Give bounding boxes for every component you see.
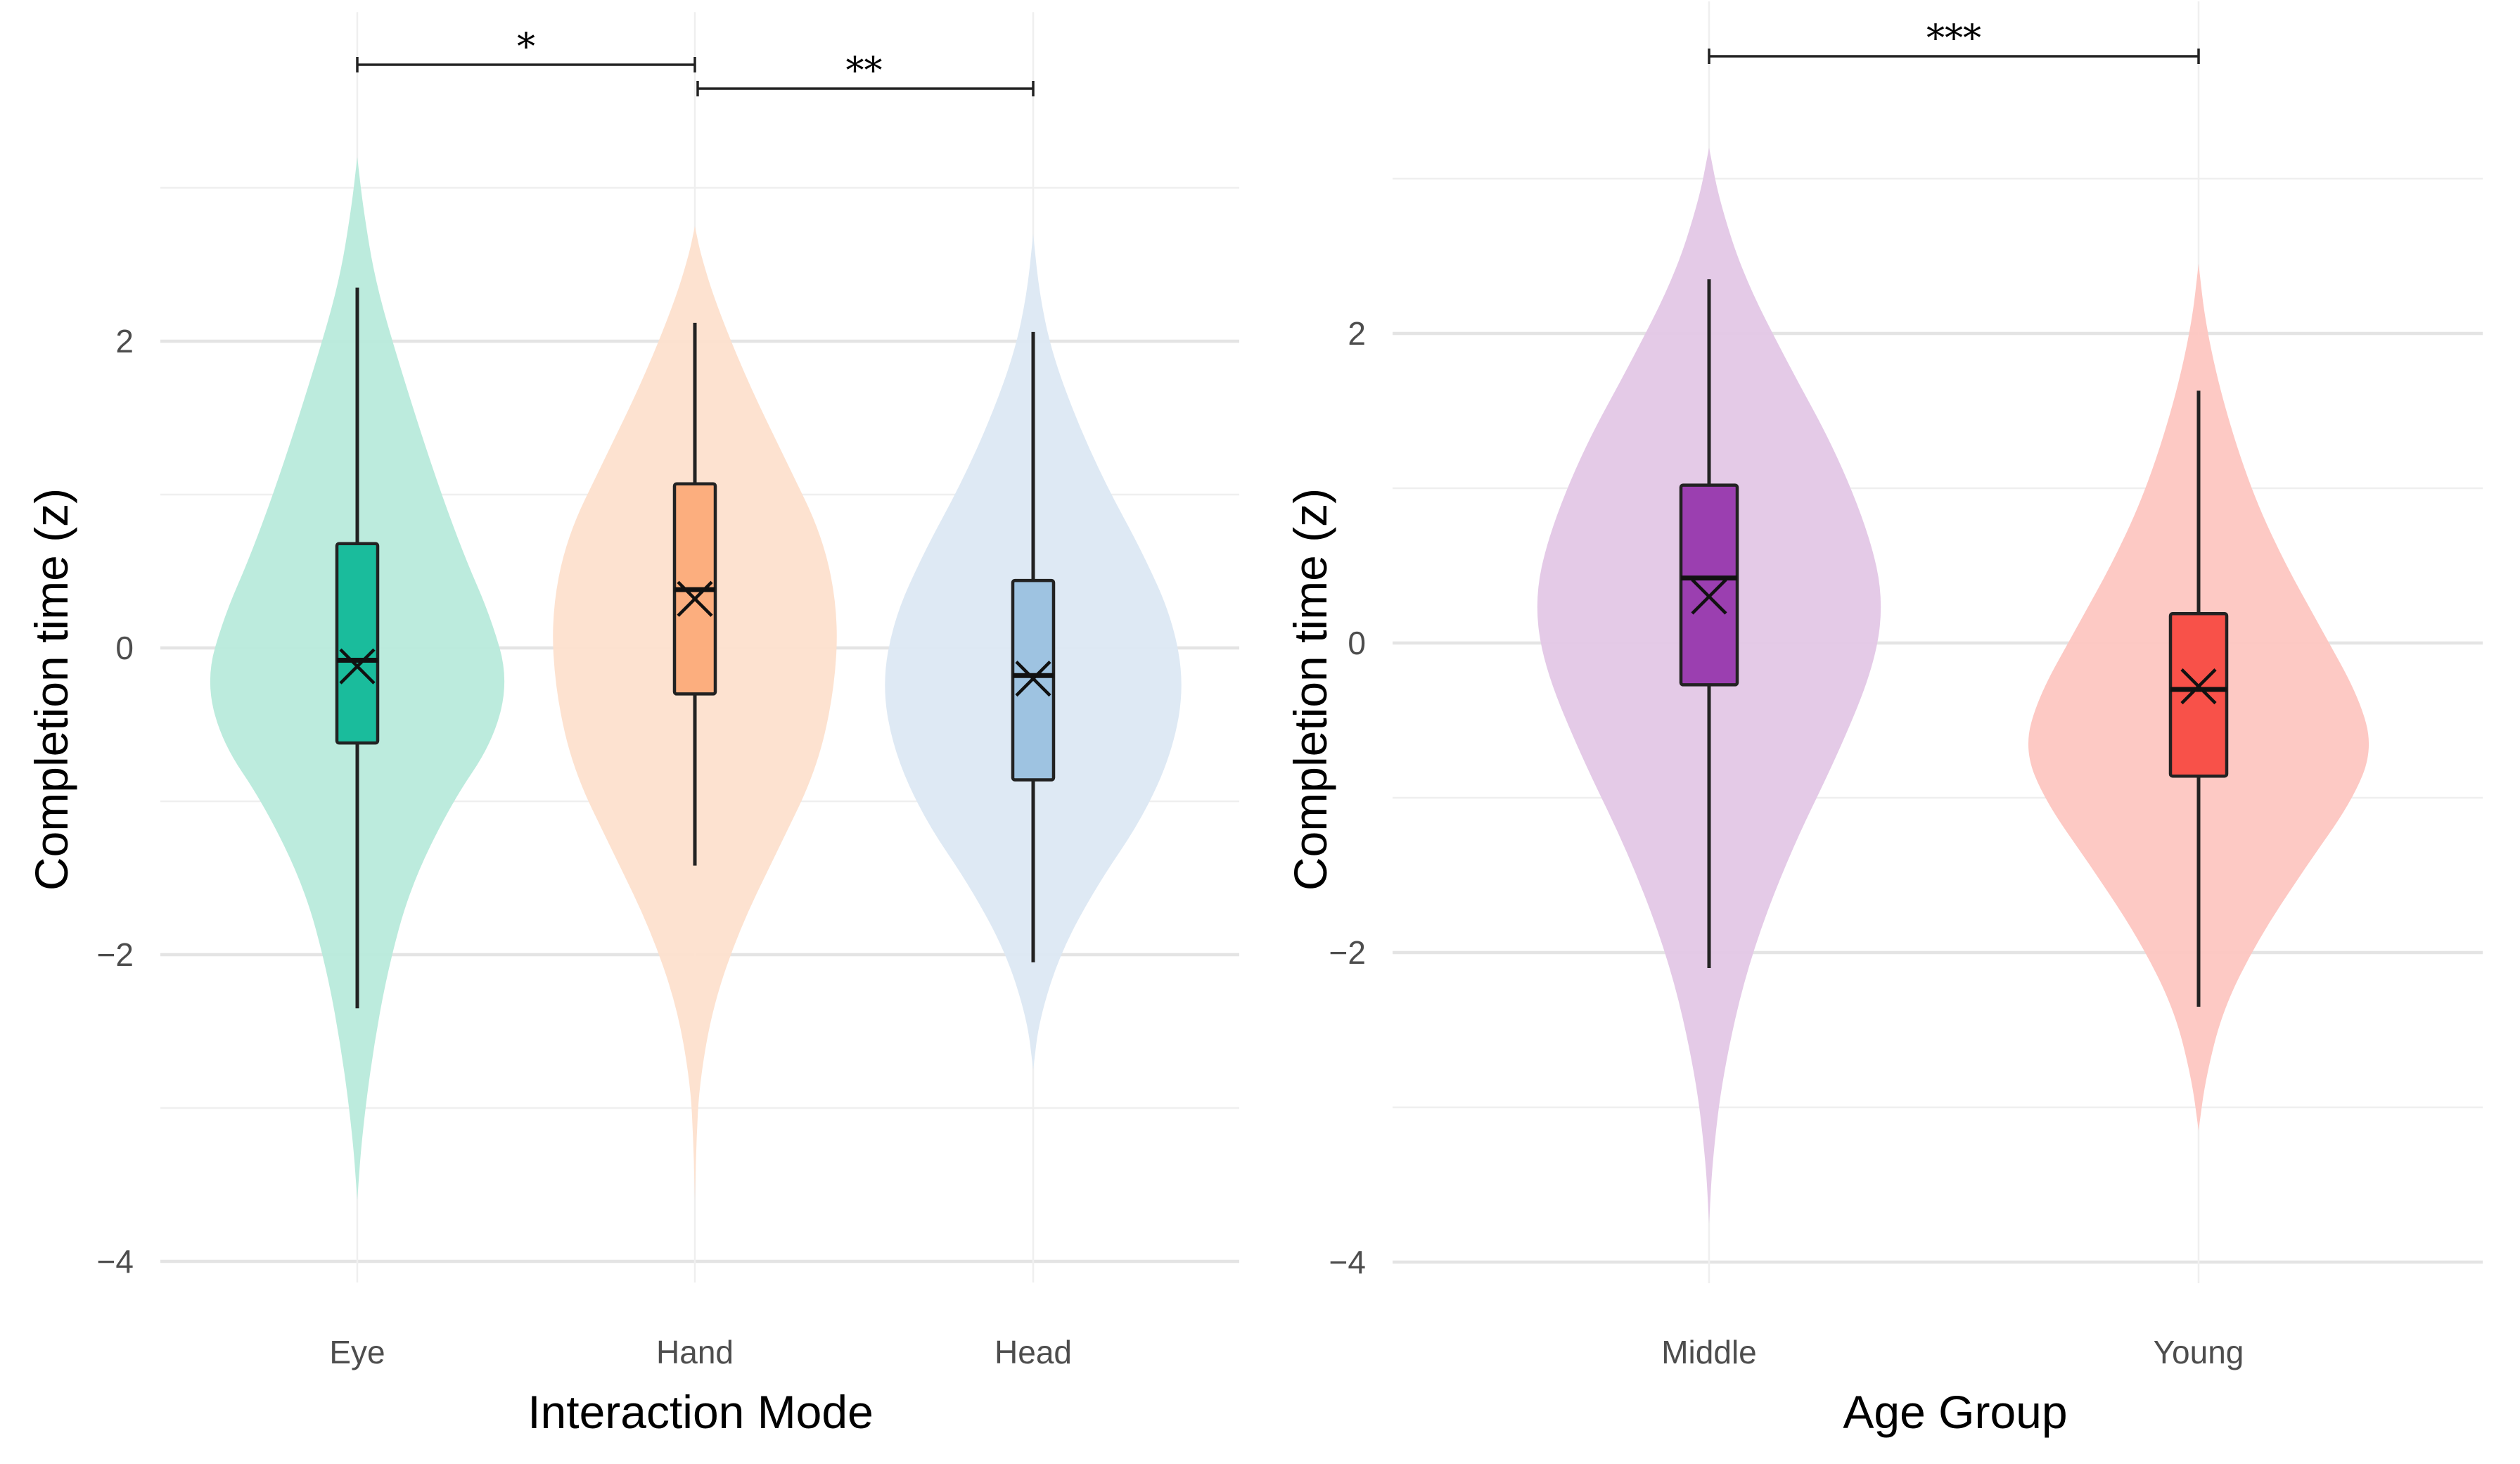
x-tick-label: Middle xyxy=(1661,1334,1757,1370)
significance-bracket: *** xyxy=(1708,18,2200,64)
y-tick-labels: −4 −2 0 2 xyxy=(1329,315,1366,1280)
x-axis-title: Age Group xyxy=(1843,1386,2067,1438)
mean-marker xyxy=(1015,661,1051,697)
significance-bracket: ** xyxy=(696,50,1035,96)
y-tick-labels: −4 −2 0 2 xyxy=(97,323,134,1280)
x-tick-label: Hand xyxy=(656,1334,734,1370)
significance-bracket: * xyxy=(356,26,696,72)
mean-marker xyxy=(339,648,376,685)
violin-young xyxy=(2028,264,2369,1131)
y-axis-title: Completion time (z) xyxy=(1284,488,1336,891)
y-tick-label: 0 xyxy=(1348,625,1366,661)
y-tick-label: 2 xyxy=(115,323,134,359)
box-iqr xyxy=(2168,611,2229,778)
y-tick-label: −2 xyxy=(97,936,134,973)
y-axis-title: Completion time (z) xyxy=(25,488,77,891)
x-tick-label: Young xyxy=(2154,1334,2244,1370)
significance-label: * xyxy=(517,26,535,68)
y-tick-label: 0 xyxy=(115,630,134,666)
x-axis-title: Interaction Mode xyxy=(527,1386,874,1438)
violin-eye xyxy=(210,157,505,1200)
box-iqr xyxy=(335,542,380,745)
y-tick-label: −4 xyxy=(1329,1244,1366,1280)
y-tick-label: −2 xyxy=(1329,934,1366,971)
x-tick-label: Eye xyxy=(329,1334,385,1370)
violin-head xyxy=(885,234,1182,1070)
box-iqr xyxy=(1679,483,1739,687)
violin-hand xyxy=(553,226,837,1200)
y-tick-label: 2 xyxy=(1348,315,1366,352)
x-tick-label: Head xyxy=(994,1334,1072,1370)
mean-marker xyxy=(1691,578,1727,615)
significance-label: ** xyxy=(846,50,883,92)
significance-label: *** xyxy=(1926,18,1981,60)
mean-marker xyxy=(2180,668,2217,705)
mean-marker xyxy=(677,580,713,617)
panel-age-group: −4 −2 0 2 Middle Young *** Age Group Completion … xyxy=(1284,1,2483,1438)
y-tick-label: −4 xyxy=(97,1243,134,1280)
violin-middle xyxy=(1537,148,1881,1223)
